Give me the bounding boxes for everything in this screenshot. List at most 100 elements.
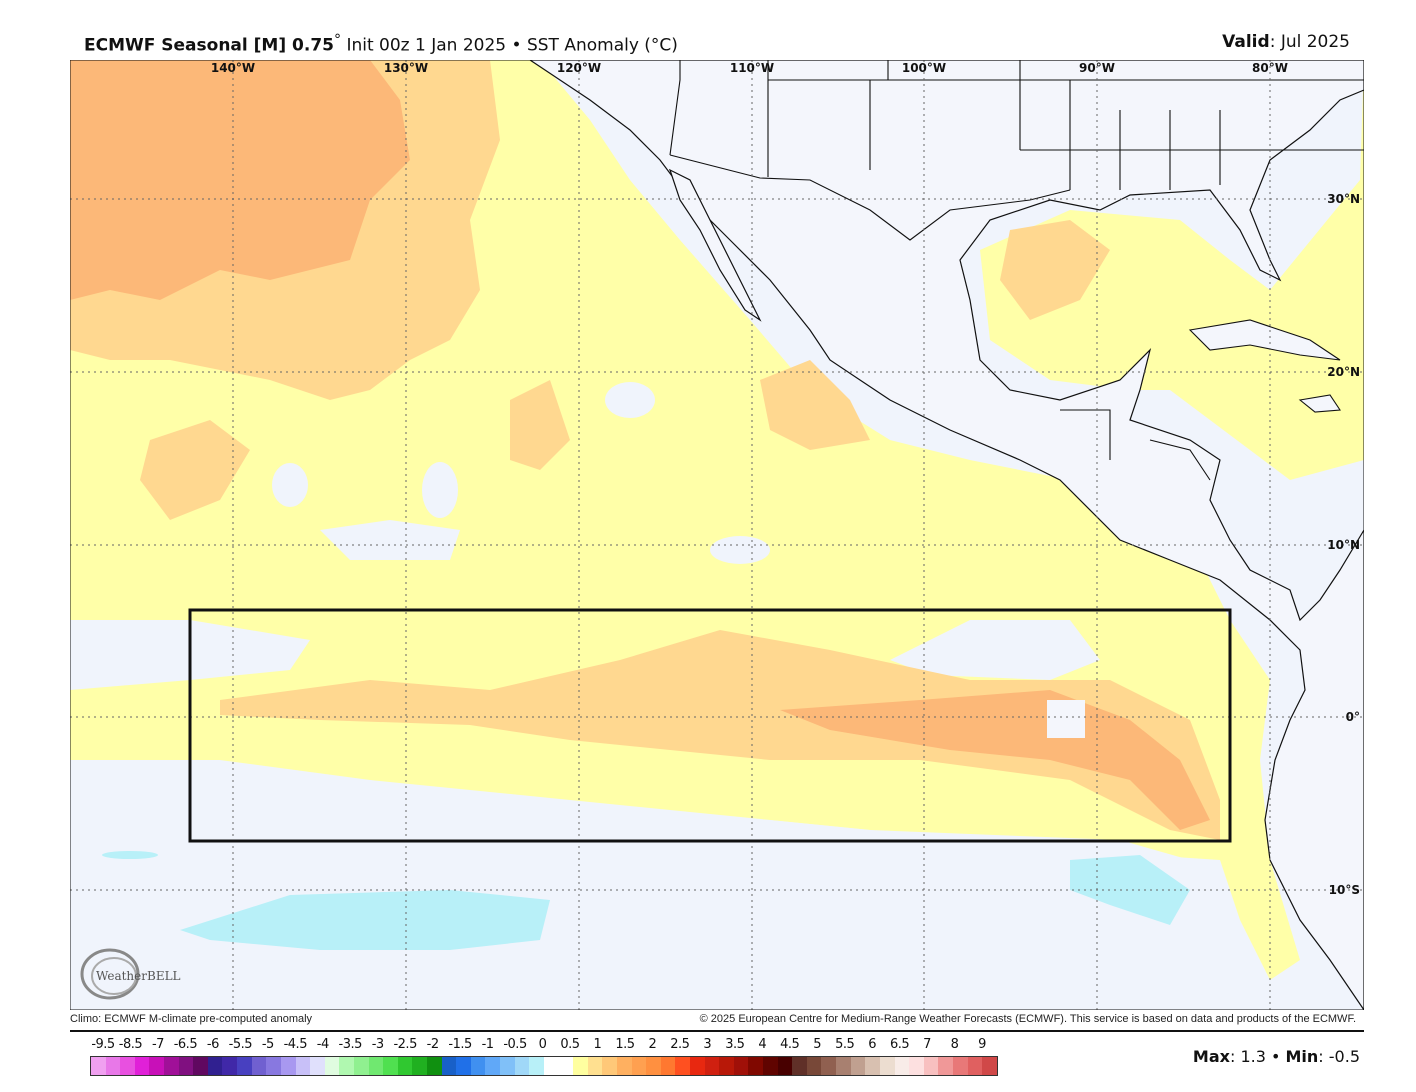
colorbar-swatch — [894, 1057, 910, 1075]
colorbar-swatch — [719, 1057, 734, 1075]
colorbar-swatch — [660, 1057, 676, 1075]
colorbar-tick-label: 0 — [538, 1037, 547, 1052]
colorbar-swatch — [441, 1057, 457, 1075]
colorbar-swatch — [470, 1057, 486, 1075]
colorbar-swatch — [120, 1057, 135, 1075]
colorbar-tick-label: 9 — [978, 1037, 986, 1052]
colorbar-swatch — [105, 1057, 121, 1075]
colorbar-swatch — [91, 1057, 106, 1075]
colorbar-tick-label: -4 — [316, 1037, 329, 1052]
latitude-label: 10°N — [1327, 538, 1360, 552]
colorbar-tick-label: -3.5 — [338, 1037, 363, 1052]
colorbar-tick-label: -7 — [151, 1037, 164, 1052]
weatherbell-logo: WeatherBELL — [80, 948, 181, 1000]
colorbar-swatch — [836, 1057, 851, 1075]
colorbar-swatch — [631, 1057, 647, 1075]
colorbar-swatch — [251, 1057, 267, 1075]
map-title: ECMWF Seasonal [M] 0.75° Init 00z 1 Jan … — [84, 32, 678, 56]
colorbar-tick-label: -1 — [481, 1037, 494, 1052]
colorbar-swatch — [207, 1057, 223, 1075]
colorbar-swatch — [500, 1057, 515, 1075]
colorbar-tick-label: 0.5 — [560, 1037, 580, 1052]
colorbar-swatch — [865, 1057, 880, 1075]
nino-region-box — [188, 608, 1232, 843]
colorbar-tick-label: -1.5 — [448, 1037, 472, 1052]
longitude-label: 90°W — [1079, 61, 1115, 75]
colorbar-tick-label: 4.5 — [780, 1037, 800, 1052]
anomaly-cool-patch — [180, 890, 550, 950]
anomaly-warmer-equatorial — [780, 690, 1210, 830]
longitude-label: 120°W — [557, 61, 601, 75]
colorbar-tick-label: -0.5 — [503, 1037, 527, 1052]
longitude-label: 80°W — [1252, 61, 1288, 75]
svg-text:WeatherBELL: WeatherBELL — [96, 969, 181, 983]
colorbar-swatch — [602, 1057, 617, 1075]
colorbar-swatch — [164, 1057, 179, 1075]
colorbar-swatch — [237, 1057, 252, 1075]
colorbar-swatch — [427, 1057, 442, 1075]
colorbar-swatch — [675, 1057, 690, 1075]
colorbar-swatch — [193, 1057, 208, 1075]
colorbar-swatch — [324, 1057, 340, 1075]
anomaly-warm-patch — [510, 380, 570, 470]
colorbar-swatch — [339, 1057, 354, 1075]
colorbar-swatch — [733, 1057, 749, 1075]
colorbar-swatch — [806, 1057, 822, 1075]
colorbar-tick-label: 6 — [868, 1037, 877, 1052]
colorbar-swatch — [543, 1057, 559, 1075]
colorbar-swatch — [397, 1057, 413, 1075]
colorbar-swatch — [821, 1057, 837, 1075]
latitude-label: 0° — [1346, 710, 1360, 724]
colorbar-swatch — [982, 1057, 997, 1075]
longitude-label: 140°W — [211, 61, 255, 75]
colorbar-swatch — [587, 1057, 603, 1075]
colorbar-swatch — [938, 1057, 953, 1075]
colorbar-tick-label: 3 — [703, 1037, 712, 1052]
colorbar-swatch — [792, 1057, 807, 1075]
colorbar-swatch — [616, 1057, 632, 1075]
colorbar-swatch — [353, 1057, 369, 1075]
anomaly-warm-gulf — [1000, 220, 1110, 320]
neutral-patch — [320, 520, 460, 560]
colorbar-tick-label: -2.5 — [393, 1037, 417, 1052]
latitude-label: 10°S — [1329, 883, 1360, 897]
colorbar-swatch — [646, 1057, 661, 1075]
colorbar-tick-label: 5 — [813, 1037, 822, 1052]
colorbar-tick-label: -8.5 — [118, 1037, 143, 1052]
anomaly-cool-patch — [102, 851, 158, 859]
colorbar-swatch — [952, 1057, 968, 1075]
copyright-note: © 2025 European Centre for Medium-Range … — [699, 1013, 1356, 1025]
longitude-label: 130°W — [384, 61, 428, 75]
colorbar-swatch — [558, 1057, 574, 1075]
colorbar-swatch — [149, 1057, 165, 1075]
colorbar-swatch — [383, 1057, 398, 1075]
colorbar-tick-label: 1 — [593, 1037, 602, 1052]
longitude-label: 110°W — [730, 61, 774, 75]
land-baja-california — [668, 168, 762, 322]
colorbar-swatch — [763, 1057, 778, 1075]
latitude-label: 30°N — [1327, 192, 1360, 206]
colorbar-swatch — [412, 1057, 428, 1075]
colorbar-swatch — [485, 1057, 501, 1075]
neutral-patch — [272, 463, 308, 507]
colorbar-swatch — [295, 1057, 311, 1075]
sst-anomaly-map: 140°W 130°W 120°W 110°W 100°W 90°W 80°W 30°N 20… — [70, 60, 1364, 1010]
anomaly-cool-patch — [1070, 855, 1190, 925]
land-north-america — [528, 60, 1364, 1010]
land-hispaniola — [1298, 394, 1341, 413]
colorbar-swatch — [573, 1057, 588, 1075]
neutral-patch — [605, 382, 655, 418]
colorbar-tick-label: 7 — [923, 1037, 931, 1052]
colorbar-swatch — [529, 1057, 544, 1075]
colorbar-swatch — [368, 1057, 384, 1075]
colorbar-tick-label: -3 — [371, 1037, 384, 1052]
colorbar-tick-label: -5 — [261, 1037, 274, 1052]
longitude-label: 100°W — [902, 61, 946, 75]
colorbar-tick-label: 3.5 — [725, 1037, 745, 1052]
neutral-patch — [422, 462, 458, 518]
colorbar-swatch — [850, 1057, 866, 1075]
divider — [70, 1030, 1364, 1032]
colorbar-swatch — [266, 1057, 281, 1075]
colorbar — [90, 1056, 998, 1076]
colorbar-swatch — [689, 1057, 705, 1075]
